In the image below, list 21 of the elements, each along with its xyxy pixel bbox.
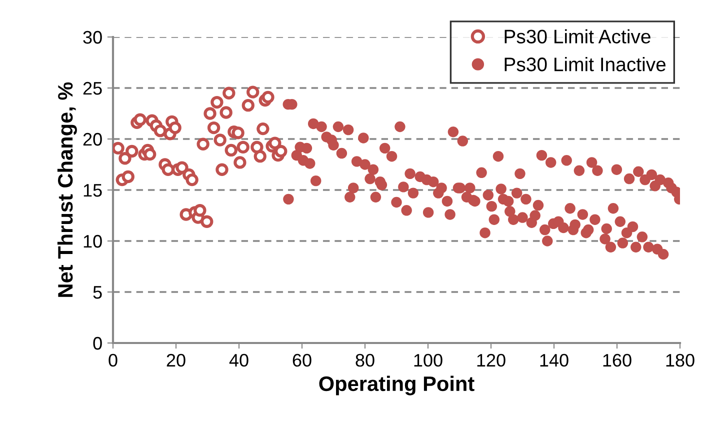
x-tick-label: 120 <box>477 354 506 367</box>
y-tick-label: 25 <box>83 82 102 95</box>
y-tick-label: 30 <box>83 30 102 44</box>
y-tick-label: 20 <box>83 132 102 146</box>
x-tick-label: 0 <box>108 354 118 367</box>
y-tick-label: 5 <box>93 286 102 299</box>
y-axis-title: Net Thrust Change, % <box>57 82 77 297</box>
y-tick-label: 0 <box>93 336 102 350</box>
legend-label: Ps30 Limit Inactive <box>504 57 666 72</box>
x-tick-label: 100 <box>414 354 442 367</box>
x-axis-title: Operating Point <box>319 376 474 396</box>
x-tick-label: 60 <box>292 354 312 367</box>
x-tick-label: 160 <box>603 354 632 367</box>
y-tick-label: 15 <box>84 184 102 197</box>
y-tick-label: 10 <box>84 234 102 248</box>
x-tick-label: 140 <box>540 354 568 367</box>
x-tick-label: 20 <box>166 354 186 367</box>
legend-label: Ps30 Limit Active <box>504 29 650 44</box>
x-tick-label: 40 <box>229 354 248 367</box>
x-tick-label: 180 <box>666 354 694 367</box>
x-tick-label: 80 <box>356 354 374 367</box>
